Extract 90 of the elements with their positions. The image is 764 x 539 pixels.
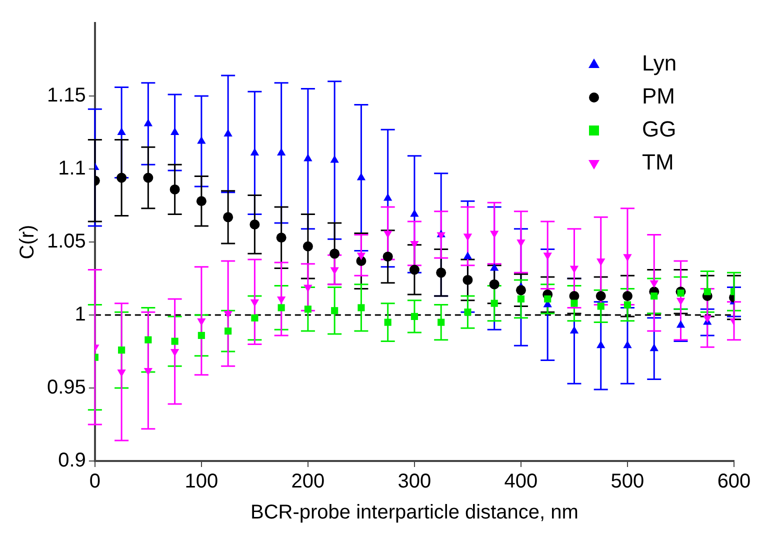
legend-label: PM [642,84,675,109]
point [623,254,632,262]
point [384,193,392,201]
point [570,300,578,307]
point [569,291,580,302]
point [223,212,234,222]
point [302,241,313,252]
point [596,258,606,266]
point [117,369,126,377]
point [117,128,126,135]
point [570,266,579,274]
point [462,274,473,285]
point [170,128,180,135]
point [304,306,312,313]
point [516,285,526,296]
point [622,291,632,302]
point [516,240,526,247]
legend-label: Lyn [642,50,677,76]
point [490,300,498,307]
point [250,148,260,156]
point [224,328,232,335]
y-tick-label: 1.1 [58,158,86,180]
point [144,336,152,344]
y-tick-label: 0.9 [58,450,86,472]
point [197,136,206,144]
point [410,312,418,320]
x-tick-label: 600 [717,470,751,493]
point [276,296,286,304]
point [170,349,180,356]
point [677,290,684,297]
point [251,314,258,322]
point [118,346,126,354]
point [304,154,312,162]
point [196,196,206,206]
point [276,148,286,156]
x-tick-label: 0 [89,470,100,493]
point [330,248,340,259]
point [331,307,338,314]
point [278,304,285,312]
point [276,232,286,243]
y-tick-label: 1.15 [46,84,86,107]
point [197,318,206,326]
point [704,288,711,296]
point [490,263,499,271]
y-tick-label: 1.05 [46,230,86,253]
point [250,299,260,307]
point [410,209,419,217]
point [597,302,604,310]
y-axis-title: C(r) [16,224,39,260]
point [464,308,472,316]
point [250,219,260,230]
y-tick-label: 0.95 [46,376,86,399]
legend-label: GG [642,116,676,142]
point [410,240,419,248]
y-tick-label: 1 [74,304,86,326]
point [198,332,205,339]
point [356,172,366,180]
x-tick-label: 400 [504,470,538,493]
point [517,295,525,302]
point [358,304,365,312]
legend-label: TM [642,150,674,175]
point [438,318,445,326]
point [144,118,153,126]
point [384,318,392,326]
point [624,301,632,308]
point [382,252,393,262]
point [330,155,339,163]
point [544,295,552,302]
point [650,280,658,288]
point [436,268,446,278]
point [144,368,153,376]
point [171,338,178,345]
x-tick-label: 500 [610,470,644,493]
point [170,184,180,194]
x-tick-label: 100 [184,470,218,493]
point [143,172,154,183]
point [116,172,127,183]
x-axis-title: BCR-probe interparticle distance, nm [250,502,578,524]
x-tick-label: 300 [398,470,432,493]
point [596,291,606,302]
point [463,252,472,260]
point [543,252,552,260]
point [330,267,339,275]
point [304,284,312,292]
point [224,128,232,136]
point [489,279,500,290]
point [356,252,366,260]
point [409,264,420,275]
x-tick-label: 200 [291,470,325,493]
point [650,292,658,300]
